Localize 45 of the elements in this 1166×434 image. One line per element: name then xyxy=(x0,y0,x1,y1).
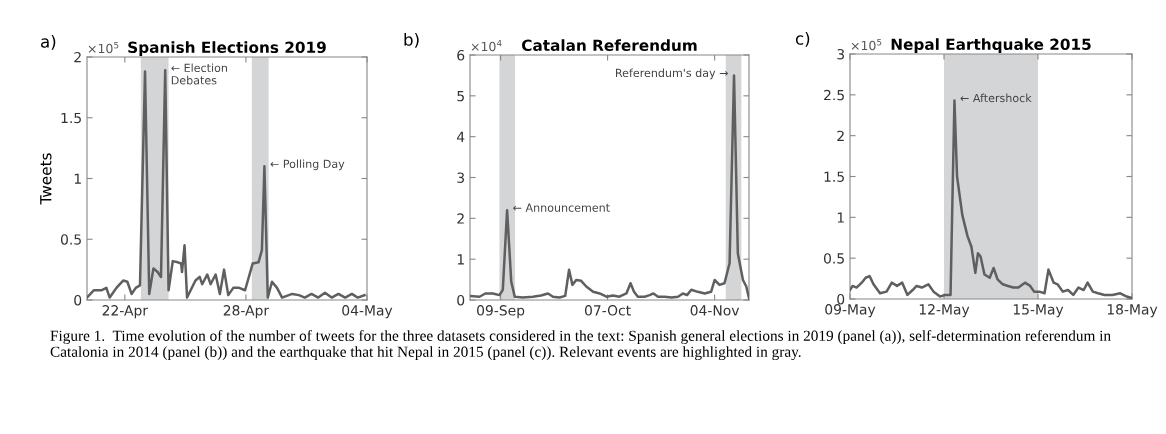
y-tick-label: 0 xyxy=(74,294,82,306)
y-tick-label: 0.5 xyxy=(823,253,844,264)
y-tick-label: 3 xyxy=(837,48,845,60)
x-tick-label: 18-May xyxy=(1107,304,1158,318)
y-tick-label: 2 xyxy=(457,213,464,224)
annotation: ← Announcement xyxy=(513,203,610,212)
text: b) xyxy=(404,32,419,48)
y-tick-label: 2.5 xyxy=(824,89,844,101)
y-tick-label: 1.5 xyxy=(824,171,844,182)
y-axis-title: Tweets xyxy=(40,153,52,205)
text: c) xyxy=(795,31,810,47)
x-tick-label: 09-Sep xyxy=(477,305,525,319)
y-tick-label: 2 xyxy=(837,130,844,141)
y-tick-label: 6 xyxy=(457,49,465,61)
text: ×10$^{5}$ xyxy=(851,38,882,51)
y-tick-label: 0 xyxy=(837,293,845,305)
x-tick-label: 04-May xyxy=(342,305,393,319)
x-tick-label: 22-Apr xyxy=(102,305,149,319)
x-tick-label: 28-Apr xyxy=(223,305,270,319)
y-tick-label: 1.5 xyxy=(61,112,81,124)
x-tick-label: 12-May xyxy=(919,304,970,318)
y-tick-label: 1 xyxy=(457,254,464,265)
x-tick-label: 07-Oct xyxy=(584,305,631,316)
caption: Figure 1. Time evolution of the number of tweets for the three datasets considered in the text: Spanish general elections in 2019 (panel (a)), self-determination referendum in Catalonia in 2014 (panel (b)) and the earthquake that hit Nepal in 2015 (panel (c)). Relevant events are highlighted in gray. xyxy=(50,330,1111,361)
annotation: ← Aftershock xyxy=(960,93,1032,103)
x-tick-label: 09-May xyxy=(825,304,876,318)
y-tick-label: 2 xyxy=(74,51,81,63)
y-tick-label: 4 xyxy=(456,131,465,142)
x-tick-label: 04-Nov xyxy=(690,305,740,316)
text: ×10$^{4}$ xyxy=(471,39,502,52)
annotation: ← Polling Day xyxy=(270,159,345,171)
annotation: ← Election Debates xyxy=(171,63,227,85)
y-tick-label: 1 xyxy=(74,173,81,184)
chart-title: Spanish Elections 2019 xyxy=(128,41,326,57)
y-tick-label: 3 xyxy=(457,172,465,183)
text: ×10$^{5}$ xyxy=(88,41,119,54)
y-tick-label: 1 xyxy=(837,212,844,223)
y-tick-label: 0 xyxy=(457,294,465,306)
y-tick-label: 5 xyxy=(457,90,464,102)
text: a) xyxy=(41,34,56,50)
chart-title: Nepal Earthquake 2015 xyxy=(891,38,1091,54)
chart-title: Catalan Referendum xyxy=(522,39,697,52)
annotation: Referendum's day → xyxy=(615,68,728,80)
y-tick-label: 0.5 xyxy=(60,234,81,245)
x-tick-label: 15-May xyxy=(1013,304,1064,318)
